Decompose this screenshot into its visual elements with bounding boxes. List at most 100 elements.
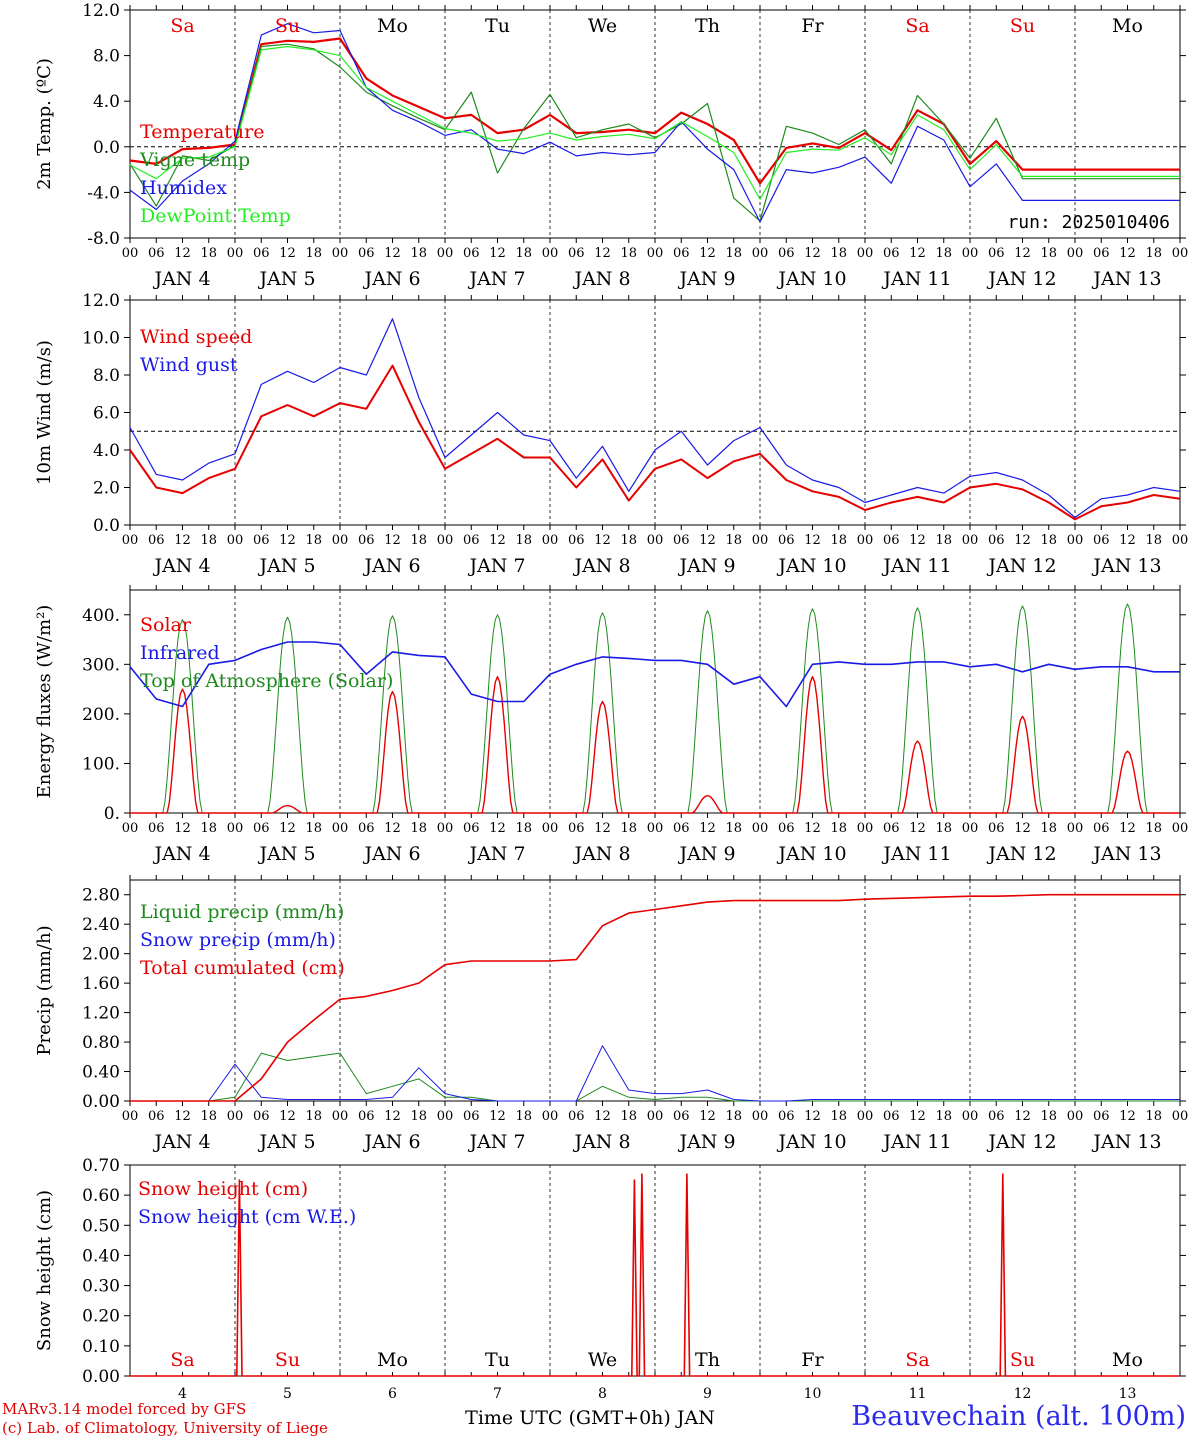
x-hour-label: 00 — [1172, 533, 1189, 548]
x-hour-label: 18 — [200, 246, 217, 261]
x-date-label: JAN 11 — [881, 555, 951, 577]
model-credits: MARv3.14 model forced by GFS (c) Lab. of… — [2, 1400, 328, 1438]
x-hour-label: 18 — [935, 533, 952, 548]
day-name: Sa — [905, 1349, 929, 1371]
x-hour-label: 18 — [725, 246, 742, 261]
day-name: We — [588, 1349, 617, 1371]
x-hour-label: 18 — [515, 821, 532, 836]
credit-line-2: (c) Lab. of Climatology, University of L… — [2, 1419, 328, 1437]
x-date-label: JAN 13 — [1091, 1131, 1161, 1153]
day-name: Su — [275, 1349, 300, 1371]
x-hour-label: 06 — [358, 821, 375, 836]
x-hour-label: 06 — [358, 246, 375, 261]
x-hour-label: 00 — [857, 533, 874, 548]
x-day-number: 6 — [388, 1386, 397, 1402]
x-hour-label: 00 — [857, 246, 874, 261]
x-hour-label: 18 — [200, 533, 217, 548]
x-hour-label: 00 — [542, 1109, 559, 1124]
x-hour-label: 12 — [699, 821, 716, 836]
x-hour-label: 18 — [305, 1109, 322, 1124]
x-hour-label: 12 — [174, 1109, 191, 1124]
x-hour-label: 12 — [279, 533, 296, 548]
day-name: Fr — [801, 1349, 824, 1371]
x-day-number: 11 — [909, 1386, 927, 1402]
x-hour-label: 06 — [568, 533, 585, 548]
x-hour-label: 00 — [647, 246, 664, 261]
x-hour-label: 12 — [489, 821, 506, 836]
y-tick-label: 4.0 — [93, 92, 120, 112]
x-hour-label: 18 — [830, 246, 847, 261]
x-day-number: 13 — [1119, 1386, 1137, 1402]
x-hour-label: 06 — [253, 246, 270, 261]
x-hour-label: 00 — [962, 1109, 979, 1124]
x-date-label: JAN 11 — [881, 843, 951, 865]
x-hour-label: 18 — [620, 246, 637, 261]
day-name: Th — [695, 15, 720, 37]
y-axis-label: 2m Temp. (ºC) — [34, 58, 55, 190]
x-hour-label: 12 — [699, 1109, 716, 1124]
x-hour-label: 12 — [594, 533, 611, 548]
x-day-number: 10 — [804, 1386, 822, 1402]
x-date-label: JAN 10 — [776, 268, 846, 290]
day-name: Mo — [377, 1349, 408, 1371]
x-hour-label: 12 — [1119, 533, 1136, 548]
legend-infrared: Infrared — [140, 642, 220, 664]
x-hour-label: 18 — [725, 533, 742, 548]
x-hour-label: 06 — [883, 246, 900, 261]
x-hour-label: 18 — [1145, 246, 1162, 261]
day-name: Su — [1010, 15, 1035, 37]
y-tick-label: 0.0 — [93, 516, 120, 536]
x-hour-label: 00 — [437, 246, 454, 261]
x-date-label: JAN 7 — [467, 843, 525, 865]
x-hour-label: 18 — [935, 821, 952, 836]
x-hour-label: 06 — [463, 533, 480, 548]
x-hour-label: 12 — [1119, 821, 1136, 836]
x-hour-label: 06 — [673, 1109, 690, 1124]
legend-snow-height-cm-w-e-: Snow height (cm W.E.) — [138, 1206, 356, 1228]
x-date-label: JAN 5 — [257, 268, 315, 290]
x-hour-label: 18 — [830, 821, 847, 836]
y-tick-label: 2.80 — [82, 886, 120, 906]
x-hour-label: 06 — [673, 533, 690, 548]
x-hour-label: 18 — [1145, 1109, 1162, 1124]
series-dewpoint-temp — [129, 45, 1180, 200]
x-hour-label: 18 — [305, 821, 322, 836]
day-name: Sa — [170, 15, 194, 37]
x-hour-label: 12 — [804, 821, 821, 836]
x-hour-label: 00 — [332, 821, 349, 836]
x-date-label: JAN 9 — [677, 1131, 735, 1153]
x-hour-label: 06 — [883, 533, 900, 548]
x-hour-label: 06 — [463, 821, 480, 836]
x-hour-label: 00 — [962, 821, 979, 836]
x-hour-label: 00 — [542, 246, 559, 261]
legend-wind-speed: Wind speed — [140, 326, 252, 348]
x-hour-label: 12 — [279, 246, 296, 261]
x-hour-label: 12 — [909, 1109, 926, 1124]
day-name: Tu — [485, 1349, 510, 1371]
x-hour-label: 00 — [752, 1109, 769, 1124]
x-hour-label: 00 — [122, 246, 139, 261]
x-hour-label: 12 — [1119, 246, 1136, 261]
y-tick-label: 2.00 — [82, 945, 120, 965]
legend-humidex: Humidex — [140, 177, 227, 199]
x-hour-label: 18 — [725, 821, 742, 836]
x-hour-label: 00 — [1067, 1109, 1084, 1124]
x-hour-label: 06 — [778, 821, 795, 836]
x-hour-label: 00 — [647, 821, 664, 836]
x-hour-label: 06 — [778, 533, 795, 548]
x-date-label: JAN 11 — [881, 268, 951, 290]
x-hour-label: 12 — [804, 533, 821, 548]
x-hour-label: 00 — [962, 246, 979, 261]
x-hour-label: 06 — [463, 246, 480, 261]
x-hour-label: 12 — [174, 821, 191, 836]
x-hour-label: 12 — [489, 533, 506, 548]
x-hour-label: 00 — [332, 533, 349, 548]
x-day-number: 5 — [283, 1386, 292, 1402]
y-tick-label: 0.60 — [82, 1186, 120, 1206]
x-hour-label: 06 — [463, 1109, 480, 1124]
x-date-label: JAN 4 — [152, 268, 210, 290]
series-top-of-atmosphere-solar — [130, 603, 1180, 814]
series-snow-precip-mm-h- — [130, 1045, 1180, 1102]
x-hour-label: 12 — [699, 533, 716, 548]
